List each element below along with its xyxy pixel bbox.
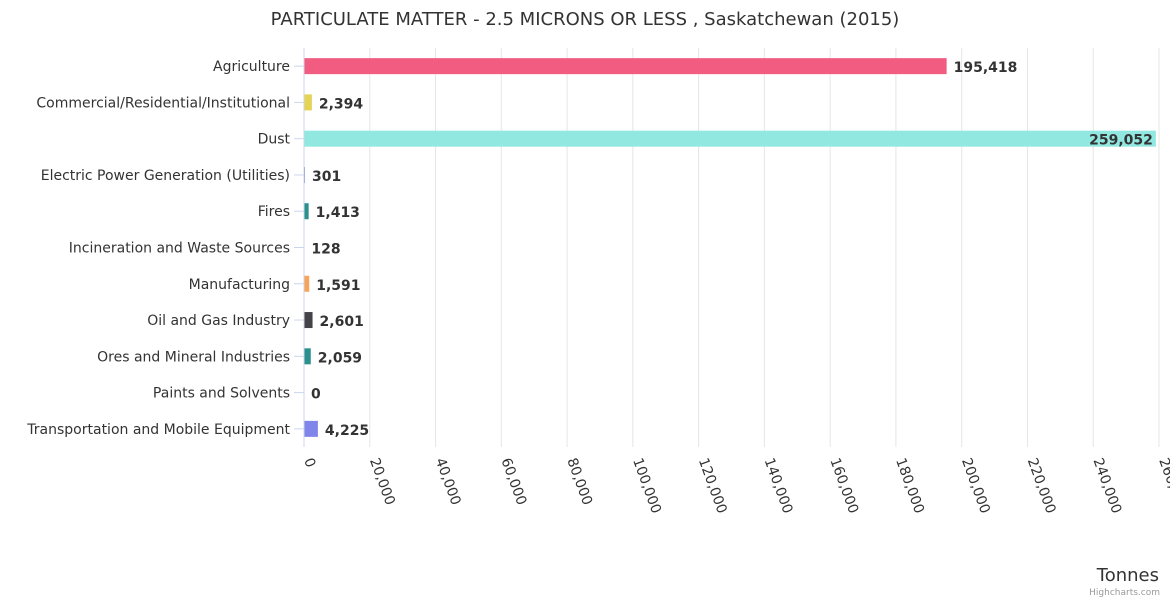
data-label: 1,413: [316, 205, 360, 221]
data-label: 2,601: [320, 314, 364, 330]
category-label: Electric Power Generation (Utilities): [41, 168, 290, 184]
credits-link[interactable]: Highcharts.com: [1089, 588, 1160, 598]
x-tick-label: 180,000: [892, 456, 927, 516]
bar[interactable]: [304, 58, 947, 75]
x-tick-label: 260,000: [1155, 456, 1170, 516]
category-labels: Agriculture Commercial/Residential/Instit…: [26, 48, 305, 447]
data-label: 0: [311, 387, 321, 403]
bar[interactable]: [304, 130, 1156, 147]
category-label: Incineration and Waste Sources: [69, 241, 290, 257]
data-label: 259,052: [1089, 133, 1153, 149]
x-tick-label: 240,000: [1089, 456, 1124, 516]
x-tick-label: 40,000: [432, 456, 464, 508]
bars: [304, 58, 1156, 437]
data-label: 195,418: [954, 60, 1018, 76]
category-label: Transportation and Mobile Equipment: [26, 422, 290, 438]
category-label: Manufacturing: [189, 277, 290, 293]
x-tick-label: 220,000: [1024, 456, 1059, 516]
x-tick-label: 0: [300, 456, 318, 470]
x-tick-label: 100,000: [629, 456, 664, 516]
bar[interactable]: [304, 348, 311, 365]
grid-lines: [303, 48, 1160, 447]
data-label: 4,225: [325, 423, 369, 439]
x-axis-title: Tonnes: [1096, 565, 1159, 586]
x-tick-label: 200,000: [958, 456, 993, 516]
bar[interactable]: [304, 203, 309, 220]
x-tick-label: 160,000: [826, 456, 861, 516]
x-tick-label: 120,000: [695, 456, 730, 516]
category-label: Dust: [258, 132, 291, 148]
chart-title: PARTICULATE MATTER - 2.5 MICRONS OR LESS…: [271, 9, 900, 30]
category-label: Commercial/Residential/Institutional: [36, 95, 290, 111]
category-label: Agriculture: [213, 59, 290, 75]
x-tick-label: 20,000: [366, 456, 398, 508]
category-label: Paints and Solvents: [153, 386, 290, 402]
category-label: Fires: [258, 204, 290, 220]
category-label: Oil and Gas Industry: [147, 313, 290, 329]
data-label: 128: [311, 242, 340, 258]
data-labels: 195,418 2,394 259,052 301 1,413 128 1,591 2,601…: [311, 60, 1153, 439]
data-label: 2,059: [318, 350, 362, 366]
x-axis-tick-labels: 0 20,000 40,000 60,000 80,000 100,000 120,000 1…: [300, 456, 1170, 516]
bar[interactable]: [304, 420, 318, 437]
category-label: Ores and Mineral Industries: [97, 349, 290, 365]
data-label: 301: [312, 169, 341, 185]
data-label: 1,591: [316, 278, 360, 294]
x-tick-label: 60,000: [498, 456, 530, 508]
bar[interactable]: [304, 275, 310, 292]
x-tick-label: 140,000: [761, 456, 796, 516]
bar[interactable]: [304, 312, 313, 329]
data-label: 2,394: [319, 96, 364, 112]
bar[interactable]: [304, 94, 312, 111]
x-tick-label: 80,000: [563, 456, 595, 508]
